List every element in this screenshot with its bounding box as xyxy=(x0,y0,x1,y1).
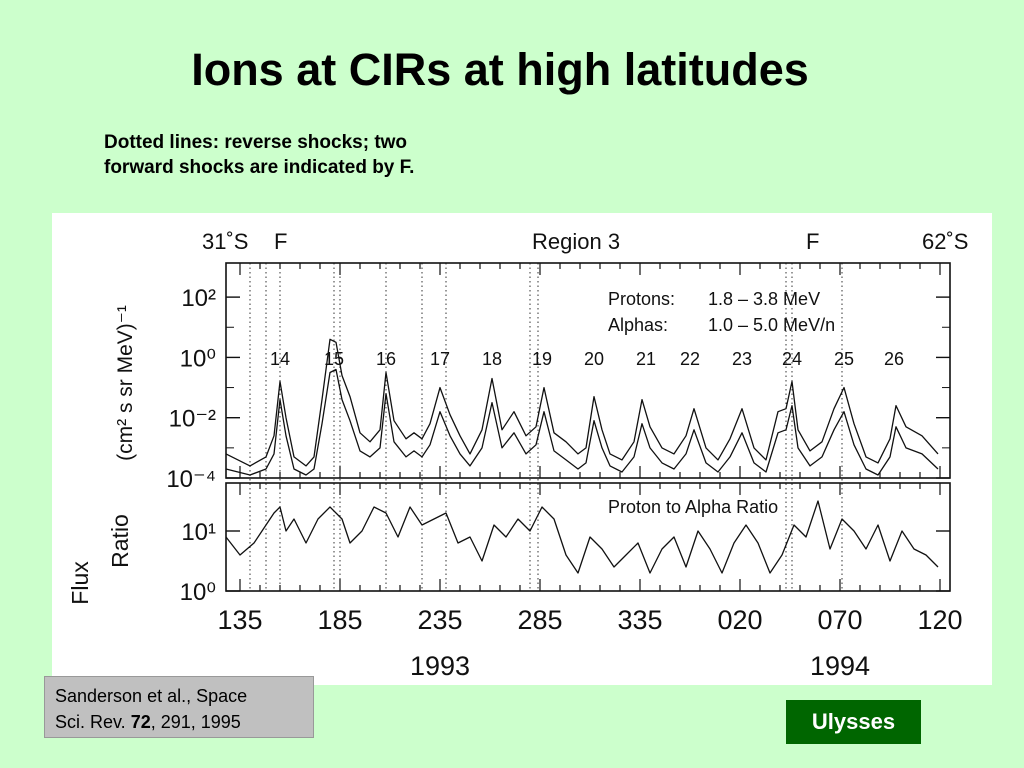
cir-number-label: 17 xyxy=(430,349,450,369)
x-tick-label: 235 xyxy=(417,605,462,635)
flux-series-alphas xyxy=(225,368,939,476)
ratio-ytick-label: 10⁰ xyxy=(180,579,216,606)
cir-chart: 31˚S F Region 3 F 62˚S Flux (cm² s sr Me… xyxy=(67,229,968,681)
left-latitude-label: 31˚S xyxy=(202,229,248,254)
flux-series-protons xyxy=(225,338,939,467)
figure: 31˚S F Region 3 F 62˚S Flux (cm² s sr Me… xyxy=(52,213,992,685)
cir-number-label: 26 xyxy=(884,349,904,369)
slide-title: Ions at CIRs at high latitudes xyxy=(191,44,809,95)
region-label: Region 3 xyxy=(532,229,620,254)
cir-number-label: 23 xyxy=(732,349,752,369)
citation-line-1: Sanderson et al., Space xyxy=(55,686,248,706)
ratio-axis-title: Ratio xyxy=(107,514,133,568)
x-tick-label: 020 xyxy=(717,605,762,635)
flux-units-label: (cm² s sr MeV)⁻¹ xyxy=(114,305,137,461)
cir-number-label: 22 xyxy=(680,349,700,369)
citation-journal: Sci. Rev. xyxy=(55,712,131,732)
x-tick-label: 135 xyxy=(217,605,262,635)
x-tick-label: 185 xyxy=(317,605,362,635)
ratio-panel-frame xyxy=(225,482,951,592)
flux-axis-title: Flux xyxy=(67,561,93,605)
ratio-ytick-label: 10¹ xyxy=(181,519,216,546)
caption: Dotted lines: reverse shocks; two forwar… xyxy=(104,130,524,180)
citation: Sanderson et al., Space Sci. Rev. 72, 29… xyxy=(44,676,314,738)
legend-protons-species: Protons: xyxy=(608,289,675,309)
citation-volume: 72 xyxy=(130,712,151,732)
flux-ytick-label: 10² xyxy=(181,285,216,312)
right-latitude-label: 62˚S xyxy=(922,229,968,254)
legend-alphas-species: Alphas: xyxy=(608,315,668,335)
cir-number-label: 18 xyxy=(482,349,502,369)
legend-protons-range: 1.8 – 3.8 MeV xyxy=(708,289,820,309)
x-tick-label: 120 xyxy=(917,605,962,635)
legend-alphas-range: 1.0 – 5.0 MeV/n xyxy=(708,315,835,335)
cir-number-label: 15 xyxy=(324,349,344,369)
left-forward-shock-label: F xyxy=(274,229,287,254)
flux-ytick-label: 10⁻⁴ xyxy=(166,466,216,493)
x-tick-label: 285 xyxy=(517,605,562,635)
ratio-panel-title: Proton to Alpha Ratio xyxy=(608,497,778,517)
cir-number-label: 20 xyxy=(584,349,604,369)
ulysses-badge: Ulysses xyxy=(786,700,921,744)
cir-number-label: 24 xyxy=(782,349,802,369)
cir-number-label: 21 xyxy=(636,349,656,369)
x-tick-label: 335 xyxy=(617,605,662,635)
right-forward-shock-label: F xyxy=(806,229,819,254)
flux-ytick-label: 10⁻² xyxy=(169,406,216,433)
caption-line-1: Dotted lines: reverse shocks; two xyxy=(104,132,408,153)
flux-panel-frame xyxy=(225,262,951,479)
cir-number-label: 25 xyxy=(834,349,854,369)
citation-pages-year: , 291, 1995 xyxy=(150,712,241,732)
citation-line-2: Sci. Rev. 72, 291, 1995 xyxy=(55,709,303,735)
cir-number-label: 16 xyxy=(376,349,396,369)
caption-line-2: forward shocks are indicated by F. xyxy=(104,157,415,178)
cir-number-label: 19 xyxy=(532,349,552,369)
ratio-series xyxy=(225,500,939,574)
flux-ytick-label: 10⁰ xyxy=(180,345,216,372)
year-label: 1993 xyxy=(410,651,470,681)
year-label: 1994 xyxy=(810,651,870,681)
x-tick-label: 070 xyxy=(817,605,862,635)
cir-number-label: 14 xyxy=(270,349,290,369)
